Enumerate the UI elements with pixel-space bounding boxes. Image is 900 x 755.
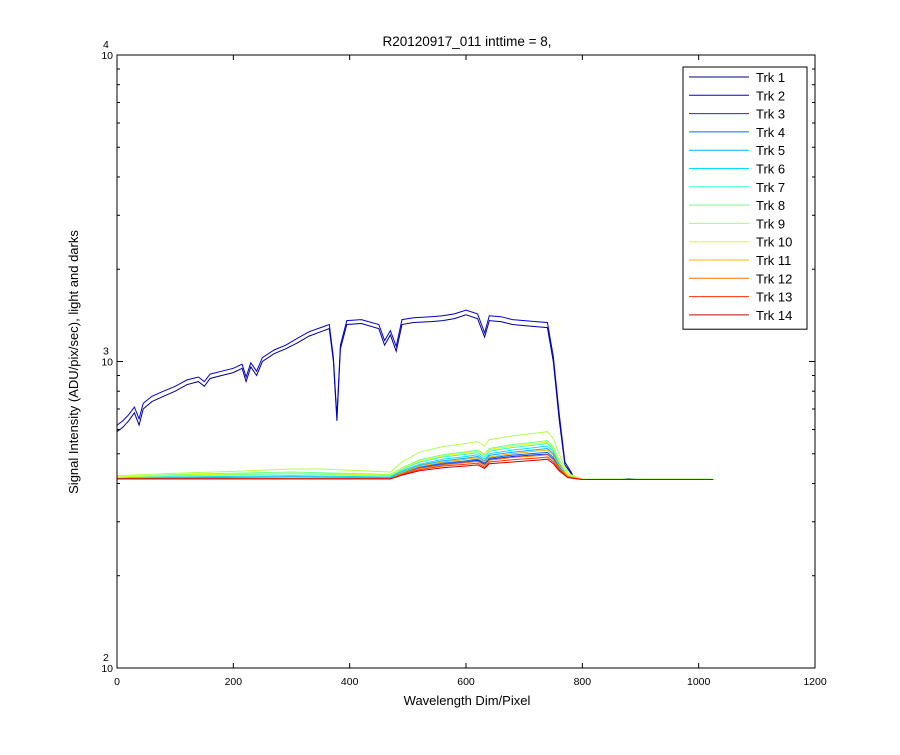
y-axis-label: Signal Intensity (ADU/pix/sec), light an… — [66, 230, 81, 494]
x-tick-label: 600 — [457, 676, 475, 688]
series-line-trk-2 — [116, 309, 714, 480]
legend-label: Trk 6 — [756, 162, 785, 177]
x-tick-label: 200 — [225, 676, 243, 688]
series-layer — [116, 309, 714, 480]
series-line-trk-8 — [116, 440, 714, 480]
x-tick-label: 1200 — [803, 676, 827, 688]
legend-label: Trk 3 — [756, 107, 785, 122]
y-tick-exponent: 3 — [103, 346, 109, 358]
y-tick-exponent: 2 — [103, 652, 109, 664]
legend-label: Trk 4 — [756, 125, 785, 140]
legend-label: Trk 9 — [756, 216, 785, 231]
series-line-trk-1 — [116, 314, 714, 480]
legend-label: Trk 7 — [756, 180, 785, 195]
legend-label: Trk 8 — [756, 198, 785, 213]
series-line-trk-4 — [117, 451, 714, 480]
series-line-trk-10 — [116, 441, 714, 480]
legend-label: Trk 10 — [756, 235, 792, 250]
x-tick-label: 400 — [341, 676, 359, 688]
y-tick-label: 10 — [101, 357, 113, 369]
series-line-trk-11 — [117, 449, 714, 480]
x-axis-label: Wavelength Dim/Pixel — [404, 693, 531, 708]
legend-box — [682, 66, 808, 330]
chart-title: R20120917_011 inttime = 8, — [382, 34, 551, 49]
legend-label: Trk 12 — [756, 271, 792, 286]
x-tick-label: 1000 — [687, 676, 711, 688]
series-line-trk-13 — [117, 456, 714, 480]
legend-label: Trk 13 — [756, 290, 792, 305]
legend: Trk 1 Trk 2 Trk 3 Trk 4 Trk 5 Trk 6 Trk 7 Trk 8… — [682, 66, 808, 330]
x-tick-label: 800 — [574, 676, 592, 688]
series-line-trk-5 — [116, 447, 714, 480]
x-tick-label: 0 — [114, 676, 120, 688]
y-tick-exponent: 4 — [103, 39, 109, 51]
series-line-trk-9 — [116, 431, 714, 480]
series-line-trk-12 — [117, 454, 714, 480]
y-tick-label: 10 — [101, 50, 113, 62]
series-line-trk-14 — [117, 458, 714, 480]
legend-label: Trk 11 — [756, 253, 791, 268]
y-tick-label: 10 — [101, 663, 113, 675]
legend-label: Trk 5 — [756, 143, 785, 158]
legend-label: Trk 2 — [756, 88, 785, 103]
series-line-trk-6 — [116, 445, 714, 480]
legend-label: Trk 1 — [756, 70, 785, 85]
legend-label: Trk 14 — [756, 308, 792, 323]
